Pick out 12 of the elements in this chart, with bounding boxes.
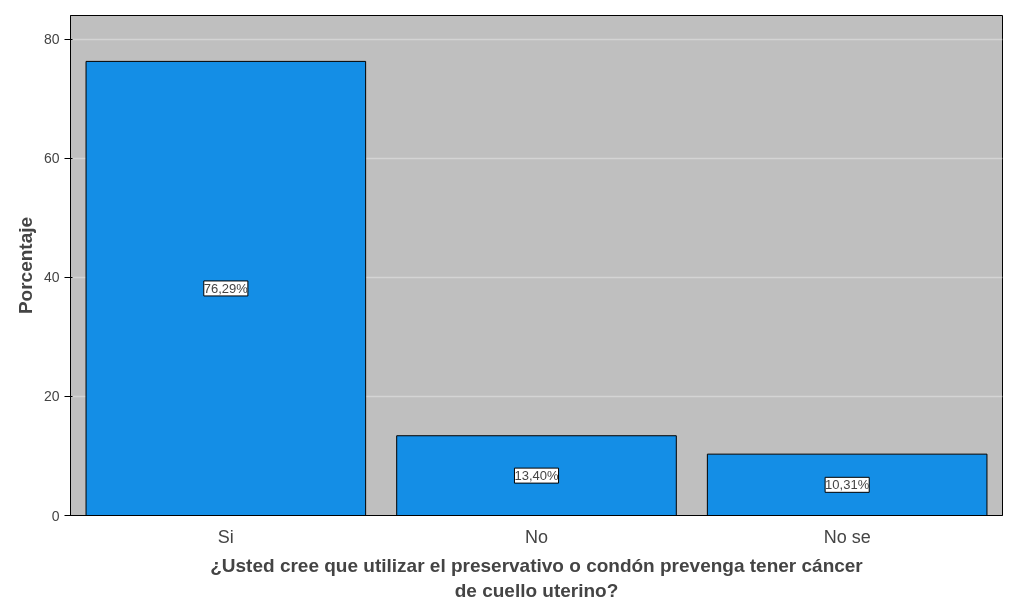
y-tick-label: 60 [43, 150, 60, 167]
x-tick-label: No se [823, 526, 871, 547]
y-tick-label: 20 [43, 388, 60, 405]
x-tick-label: Si [217, 526, 234, 547]
y-axis-title: Porcentaje [14, 216, 36, 315]
y-tick-label: 80 [43, 31, 60, 48]
y-tick-label: 40 [43, 269, 60, 286]
data-label: 10,31% [825, 477, 870, 493]
y-tick-label: 0 [51, 507, 60, 524]
x-axis-title: ¿Usted cree que utilizar el preservativo o condón prevenga tener cáncer de cuello uterino? [210, 554, 864, 601]
x-tick-label: No [525, 526, 549, 547]
data-label: 13,40% [514, 468, 559, 484]
